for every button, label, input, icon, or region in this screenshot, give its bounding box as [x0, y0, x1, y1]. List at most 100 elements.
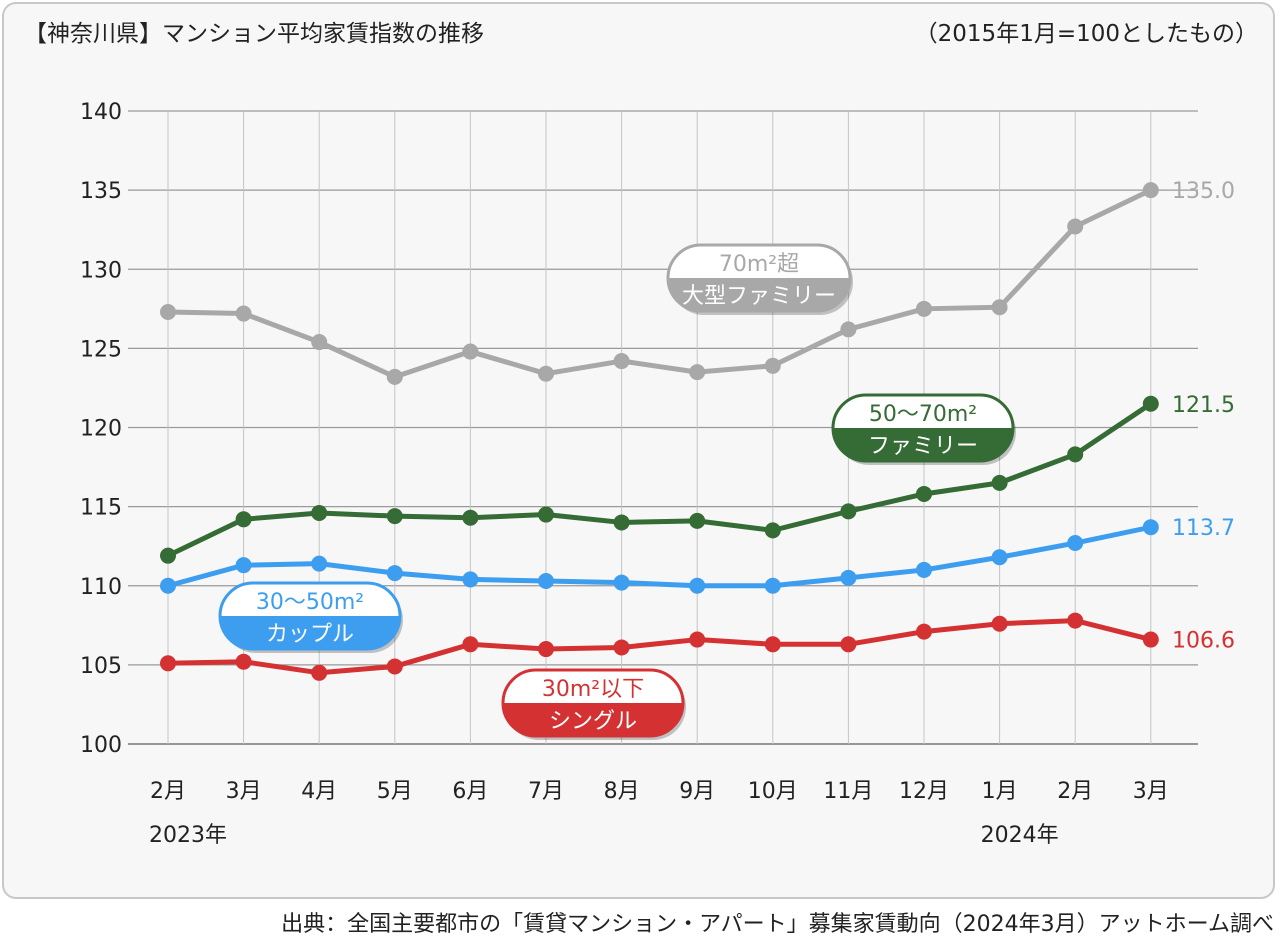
data-point: [386, 658, 403, 675]
series-label-family: 50〜70m² ファミリー: [831, 393, 1016, 465]
data-point: [386, 565, 403, 582]
data-point: [1067, 218, 1084, 235]
data-point: [689, 577, 706, 594]
data-point: [538, 641, 554, 658]
data-point: [235, 653, 252, 670]
series-family: 121.5: [160, 393, 1235, 564]
series-label-line2: ファミリー: [868, 434, 978, 459]
series-line: [165, 524, 1154, 589]
data-point: [462, 636, 479, 653]
data-point: [235, 305, 252, 322]
data-point: [916, 485, 932, 502]
data-point: [764, 522, 781, 539]
series-single: 106.6: [160, 612, 1235, 681]
label-border: [218, 581, 402, 651]
data-point: [538, 506, 554, 523]
data-point: [1067, 612, 1084, 629]
y-tick-label: 120: [80, 417, 122, 442]
data-point: [613, 574, 630, 591]
end-value-label: 106.6: [1172, 629, 1235, 654]
data-point: [160, 547, 176, 564]
data-point: [311, 504, 328, 521]
series-line: [165, 401, 1154, 559]
x-tick-label: 4月: [301, 779, 337, 804]
data-point: [613, 639, 630, 656]
data-point: [764, 357, 781, 374]
chart-panel: [2, 2, 1275, 899]
data-point: [916, 300, 932, 317]
data-point: [916, 561, 932, 578]
series-line: [165, 618, 1154, 676]
line-chart: 100 105 110 115 120 125 130 135 140 2月 3月 4月 5月 6月 7月 8…: [80, 100, 1235, 848]
chart-note: （2015年1月=100としたもの）: [914, 21, 1258, 47]
data-point: [1142, 519, 1159, 536]
x-tick-label: 3月: [226, 779, 262, 804]
data-point: [689, 364, 706, 381]
data-point: [311, 334, 328, 351]
series-label-line2: シングル: [549, 709, 637, 734]
x-tick-label: 6月: [452, 779, 488, 804]
year-label: 2023年: [149, 823, 227, 848]
data-point: [689, 631, 706, 648]
data-point: [840, 636, 857, 653]
series-line: [165, 187, 1154, 380]
data-point: [235, 511, 252, 528]
label-border: [831, 393, 1015, 463]
end-value-label: 113.7: [1172, 516, 1235, 541]
data-point: [1142, 631, 1159, 648]
data-point: [311, 664, 328, 681]
x-tick-label: 3月: [1133, 779, 1169, 804]
x-tick-label: 9月: [679, 779, 715, 804]
series-label-line1: 30〜50m²: [256, 590, 364, 615]
x-tick-label: 1月: [982, 779, 1018, 804]
y-tick-label: 100: [80, 733, 122, 758]
y-tick-label: 140: [80, 100, 122, 125]
end-value-label: 135.0: [1172, 179, 1235, 204]
series-label-line1: 50〜70m²: [869, 402, 977, 427]
data-point: [1067, 535, 1084, 552]
series-label-line1: 30m²以下: [542, 677, 644, 702]
series-couple: 113.7: [160, 516, 1235, 594]
chart-title: 【神奈川県】マンション平均家賃指数の推移: [24, 21, 484, 47]
source-credit: 出典：全国主要都市の「賃貸マンション・アパート」募集家賃動向（2024年3月）ア…: [281, 912, 1274, 937]
x-tick-label: 2月: [1057, 779, 1093, 804]
data-point: [840, 321, 857, 338]
x-tick-label: 2月: [150, 779, 186, 804]
x-tick-label: 10月: [748, 779, 798, 804]
data-point: [160, 577, 176, 594]
data-point: [764, 577, 781, 594]
data-point: [462, 343, 479, 360]
data-point: [916, 623, 932, 640]
data-point: [538, 365, 554, 382]
data-point: [462, 509, 479, 526]
x-tick-label: 5月: [377, 779, 413, 804]
data-point: [311, 555, 328, 572]
data-point: [764, 636, 781, 653]
data-point: [1142, 395, 1159, 412]
data-point: [538, 573, 554, 590]
data-point: [991, 615, 1008, 632]
label-border: [666, 243, 852, 313]
series-label-line1: 70m²超: [719, 252, 799, 277]
data-point: [160, 303, 176, 320]
data-point: [462, 571, 479, 588]
data-point: [991, 474, 1008, 491]
y-tick-label: 110: [80, 575, 122, 600]
data-point: [840, 503, 857, 520]
series-label-line2: カップル: [266, 622, 354, 647]
x-axis: 2月 3月 4月 5月 6月 7月 8月 9月 10月 11月 12月 1月 2月 3月 2023年 2024…: [149, 779, 1169, 848]
series-label-couple: 30〜50m² カップル: [218, 581, 403, 653]
x-tick-label: 11月: [823, 779, 873, 804]
data-point: [613, 353, 630, 370]
y-tick-label: 115: [80, 496, 122, 521]
data-point: [613, 514, 630, 531]
x-tick-label: 8月: [604, 779, 640, 804]
y-tick-label: 125: [80, 337, 122, 362]
data-point: [386, 508, 403, 525]
data-point: [386, 368, 403, 385]
data-point: [840, 569, 857, 586]
y-tick-label: 130: [80, 258, 122, 283]
y-tick-label: 105: [80, 654, 122, 679]
